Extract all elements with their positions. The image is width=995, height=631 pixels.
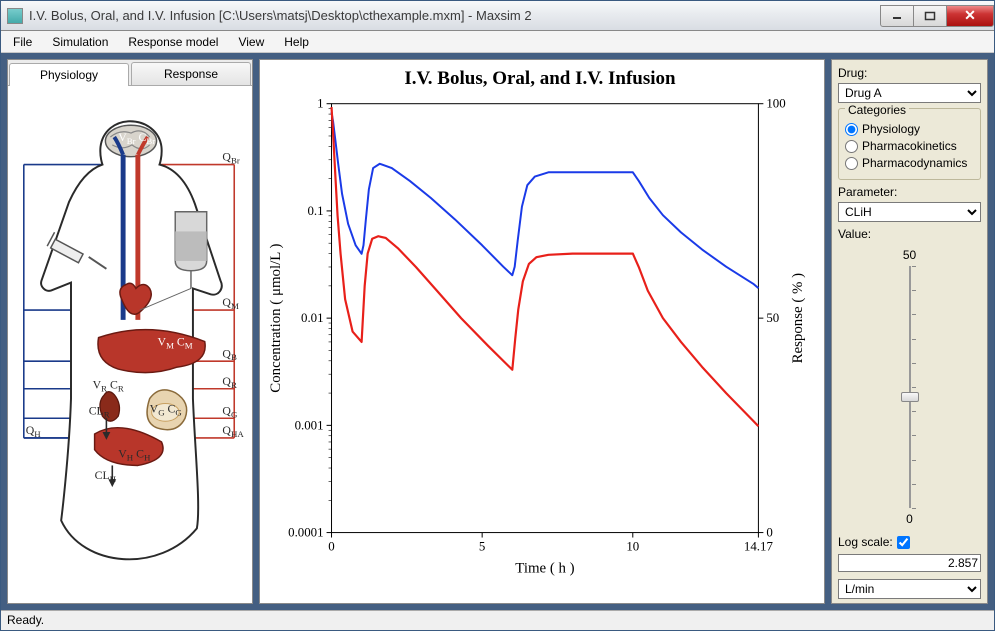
slider-max: 50 — [903, 248, 916, 262]
radio-physiology-label: Physiology — [862, 122, 920, 136]
svg-text:Time ( h ): Time ( h ) — [515, 560, 574, 576]
svg-text:0.0001: 0.0001 — [288, 526, 323, 540]
svg-text:QM: QM — [222, 295, 239, 311]
radio-pharmacokinetics[interactable] — [845, 140, 858, 153]
svg-text:Response ( % ): Response ( % ) — [790, 273, 806, 364]
statusbar: Ready. — [1, 610, 994, 630]
log-scale-checkbox[interactable] — [897, 536, 910, 549]
value-label: Value: — [838, 227, 981, 241]
svg-text:QH: QH — [26, 423, 42, 439]
svg-text:1: 1 — [317, 97, 323, 111]
menu-view[interactable]: View — [230, 33, 272, 51]
drug-label: Drug: — [838, 66, 981, 80]
svg-text:0.01: 0.01 — [301, 311, 324, 325]
log-scale-label: Log scale: — [838, 535, 893, 549]
svg-text:0.1: 0.1 — [307, 204, 323, 218]
menu-simulation[interactable]: Simulation — [44, 33, 116, 51]
drug-select[interactable]: Drug A — [838, 83, 981, 103]
categories-group: Categories Physiology Pharmacokinetics P… — [838, 108, 981, 180]
menu-response-model[interactable]: Response model — [120, 33, 226, 51]
svg-text:Concentration ( μmol/L ): Concentration ( μmol/L ) — [268, 244, 284, 393]
app-window: I.V. Bolus, Oral, and I.V. Infusion [C:\… — [0, 0, 995, 631]
parameter-select[interactable]: CLiH — [838, 202, 981, 222]
client-area: Physiology Response — [1, 53, 994, 610]
window-title: I.V. Bolus, Oral, and I.V. Infusion [C:\… — [29, 8, 881, 23]
unit-select[interactable]: L/min — [838, 579, 981, 599]
chart-title: I.V. Bolus, Oral, and I.V. Infusion — [266, 68, 814, 90]
left-panel: Physiology Response — [7, 59, 253, 604]
chart-panel: I.V. Bolus, Oral, and I.V. Infusion 0510… — [259, 59, 825, 604]
radio-physiology[interactable] — [845, 123, 858, 136]
menu-file[interactable]: File — [5, 33, 40, 51]
svg-text:0.001: 0.001 — [295, 418, 324, 432]
right-panel: Drug: Drug A Categories Physiology Pharm… — [831, 59, 988, 604]
titlebar[interactable]: I.V. Bolus, Oral, and I.V. Infusion [C:\… — [1, 1, 994, 31]
svg-text:QG: QG — [222, 403, 238, 419]
svg-text:100: 100 — [766, 97, 785, 111]
value-input[interactable] — [838, 554, 981, 572]
svg-text:5: 5 — [479, 539, 485, 553]
menu-help[interactable]: Help — [276, 33, 317, 51]
svg-text:10: 10 — [626, 539, 639, 553]
slider-min: 0 — [906, 512, 913, 526]
tab-physiology[interactable]: Physiology — [9, 63, 129, 86]
slider-thumb[interactable] — [901, 392, 919, 402]
close-button[interactable]: ✕ — [946, 5, 994, 27]
physiology-diagram: QBrQMQBQRQGQHAQHVBr CBrVM CMVR CRVG CGVH… — [8, 86, 252, 603]
tab-response[interactable]: Response — [131, 62, 251, 85]
window-controls: ✕ — [881, 5, 994, 27]
chart-area: 0 5 10 14.17 Time ( h ) 0.0001 0.001 0.01 0.1 1 Co… — [266, 94, 814, 580]
svg-text:QBr: QBr — [222, 150, 239, 166]
minimize-button[interactable] — [880, 5, 914, 27]
radio-pharmacodynamics[interactable] — [845, 157, 858, 170]
svg-text:14.17: 14.17 — [744, 539, 774, 553]
radio-pk-label: Pharmacokinetics — [862, 139, 957, 153]
parameter-label: Parameter: — [838, 185, 981, 199]
value-slider[interactable]: 50 0 — [838, 248, 981, 526]
maximize-button[interactable] — [913, 5, 947, 27]
svg-text:0: 0 — [766, 526, 772, 540]
tab-strip: Physiology Response — [8, 60, 252, 86]
svg-text:0: 0 — [328, 539, 334, 553]
svg-text:QHA: QHA — [222, 423, 244, 439]
svg-text:50: 50 — [766, 311, 779, 325]
status-text: Ready. — [7, 613, 44, 627]
app-icon — [7, 8, 23, 24]
categories-legend: Categories — [845, 103, 909, 117]
menubar: File Simulation Response model View Help — [1, 31, 994, 53]
radio-pd-label: Pharmacodynamics — [862, 156, 967, 170]
